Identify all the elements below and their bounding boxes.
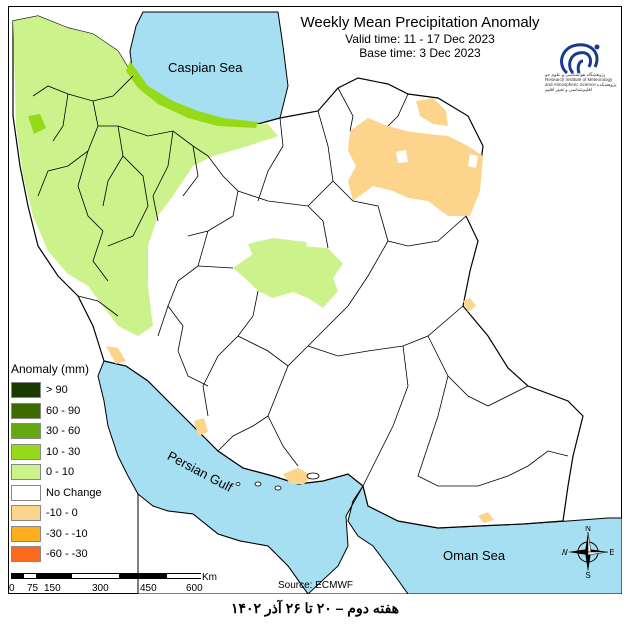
legend-label: -10 - 0 — [46, 507, 78, 520]
dry-zone-southwest — [106, 346, 126, 364]
legend-title: Anomaly (mm) — [11, 362, 90, 376]
legend-item: No Change — [11, 483, 107, 504]
legend-label: No Change — [46, 486, 102, 499]
legend-swatch — [11, 402, 41, 419]
scale-tick: 300 — [92, 583, 109, 594]
persian-caption: هفته دوم – ۲۰ تا ۲۶ آذر ۱۴۰۲ — [230, 600, 400, 616]
dry-zone-south-2 — [283, 468, 313, 484]
scale-bar — [11, 573, 201, 579]
scale-tick: 600 — [186, 583, 203, 594]
legend-swatch — [11, 484, 41, 501]
legend-label: -30 - -10 — [46, 527, 88, 540]
institute-logo-icon — [560, 43, 600, 75]
dry-zone-northeast — [348, 118, 483, 216]
compass-n: N — [585, 526, 591, 533]
caspian-sea-label: Caspian Sea — [168, 60, 243, 75]
dry-zone-south-1 — [194, 418, 208, 436]
legend-item: -10 - 0 — [11, 503, 107, 524]
legend-swatch — [11, 525, 41, 542]
scale-tick: 0 — [9, 583, 15, 594]
legend-swatch — [11, 505, 41, 522]
legend-swatch — [11, 443, 41, 460]
dry-zone-southeast — [478, 512, 494, 523]
wet-zone-west-patch — [28, 114, 46, 134]
wet-zone-caspian-coast — [126, 61, 258, 128]
legend-label: 30 - 60 — [46, 425, 81, 438]
compass-w: W — [562, 548, 568, 557]
legend-swatch — [11, 423, 41, 440]
dry-zone-northeast-top — [416, 98, 448, 126]
province-borders — [32, 75, 569, 487]
iran-map — [12, 11, 622, 594]
scale-tick: 75 — [27, 583, 39, 594]
oman-peninsula — [307, 485, 409, 594]
legend-item: 0 - 10 — [11, 462, 107, 483]
legend-item: 60 - 90 — [11, 401, 107, 422]
scale-tick: 450 — [140, 583, 157, 594]
legend-items: > 90 60 - 90 30 - 60 10 - 30 0 - 10 No Change… — [11, 380, 107, 565]
legend-label: > 90 — [46, 384, 68, 397]
legend: Anomaly (mm) > 90 60 - 90 30 - 60 10 - 30 0 … — [11, 362, 107, 565]
oman-sea-label: Oman Sea — [443, 548, 506, 563]
legend-item: -60 - -30 — [11, 544, 107, 565]
legend-label: -60 - -30 — [46, 548, 88, 561]
legend-label: 0 - 10 — [46, 466, 75, 479]
scale-tick: 150 — [44, 583, 61, 594]
white-hole-northeast — [396, 150, 408, 163]
legend-item: 10 - 30 — [11, 442, 107, 463]
dry-zone-east-dot — [463, 298, 476, 312]
white-hole-northeast-2 — [468, 154, 478, 168]
scale-unit: Km — [202, 572, 217, 583]
legend-swatch — [11, 464, 41, 481]
map-title: Weekly Mean Precipitation Anomaly — [300, 14, 540, 31]
wet-zone-northwest — [13, 16, 278, 336]
compass-e: E — [609, 548, 614, 557]
wet-zone-central — [233, 246, 343, 308]
legend-label: 10 - 30 — [46, 445, 81, 458]
legend-item: 30 - 60 — [11, 421, 107, 442]
wet-zone-central-north — [248, 238, 308, 256]
legend-item: -30 - -10 — [11, 524, 107, 545]
compass-icon: N S E W — [562, 526, 614, 578]
source-label: Source: ECMWF — [278, 580, 354, 591]
logo-text: پژوهشگاه هواشناسی و علوم جو Research Ins… — [545, 72, 617, 92]
gulf-islands — [235, 472, 320, 491]
compass-s: S — [585, 571, 590, 578]
legend-item: > 90 — [11, 380, 107, 401]
base-time: Base time: 3 Dec 2023 — [359, 46, 481, 60]
legend-swatch — [11, 546, 41, 563]
valid-time: Valid time: 11 - 17 Dec 2023 — [345, 32, 495, 46]
legend-label: 60 - 90 — [46, 404, 81, 417]
legend-swatch — [11, 382, 41, 399]
arabia-coast — [137, 492, 309, 594]
